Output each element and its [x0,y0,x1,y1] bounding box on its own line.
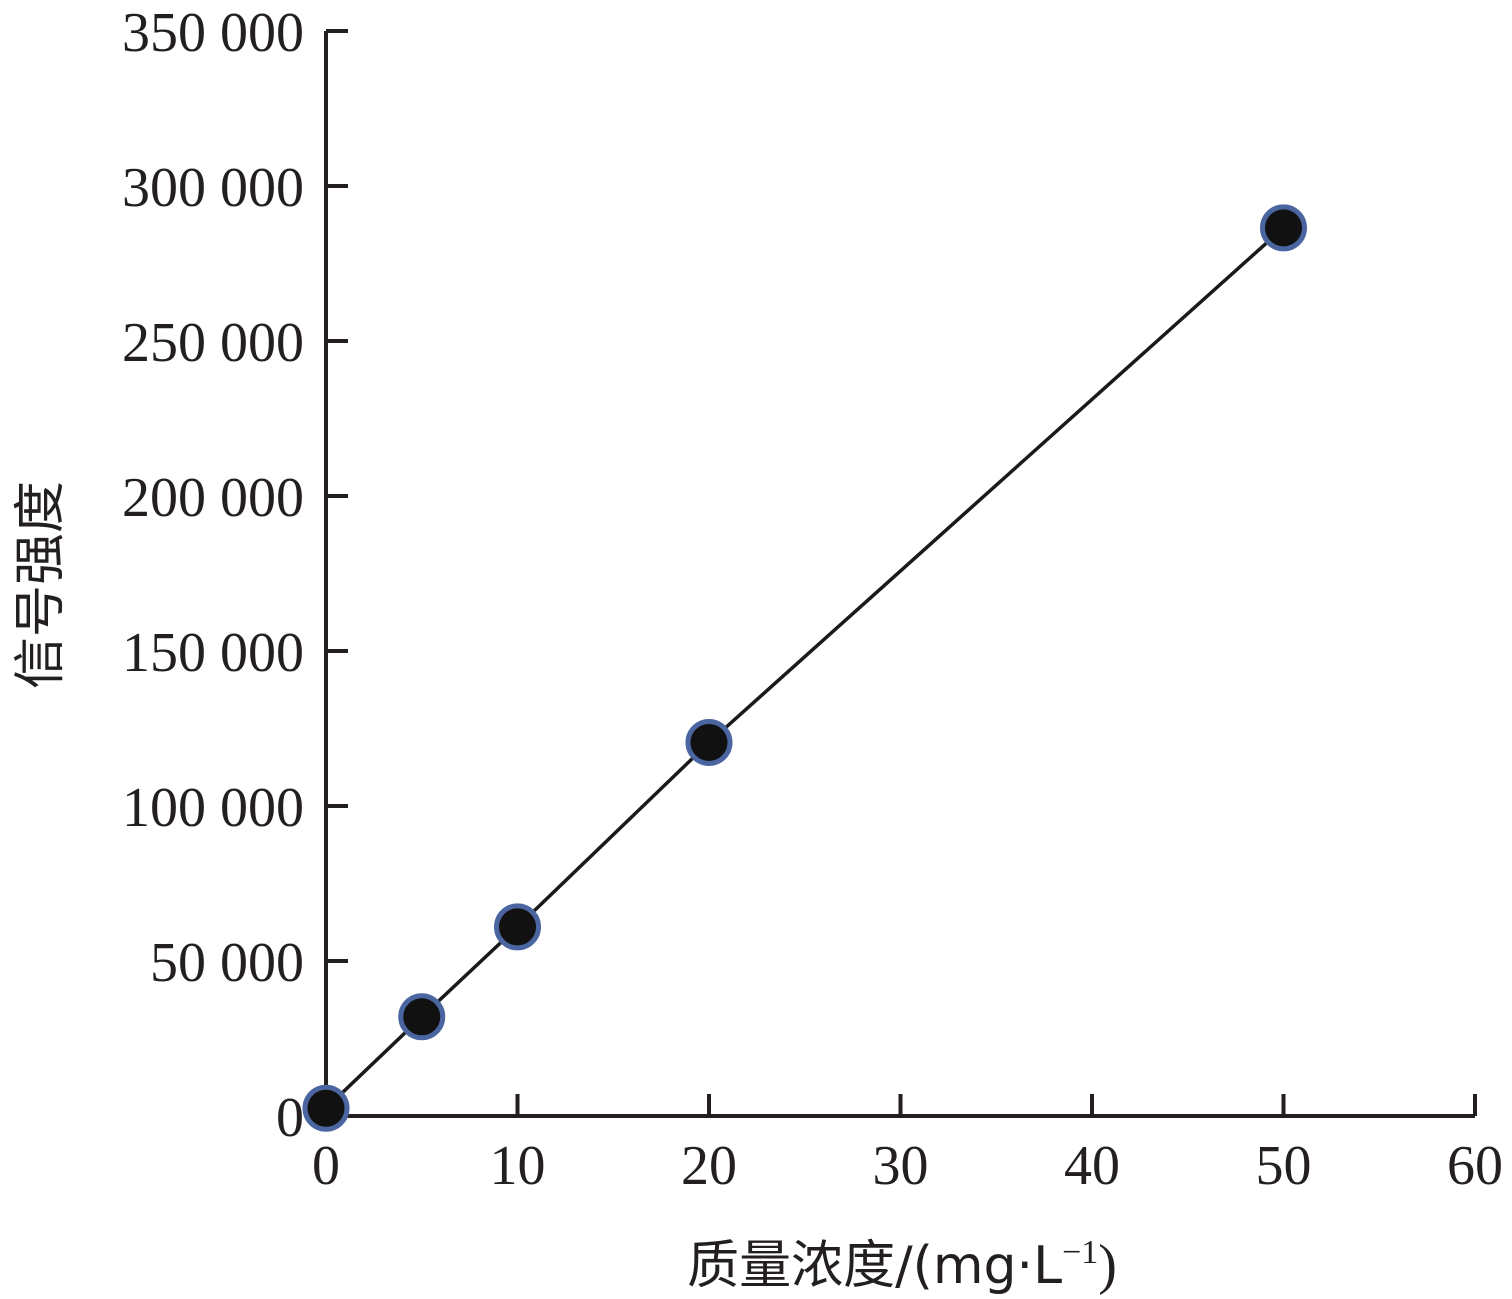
series-line [324,226,1285,1110]
y-tick-label: 150 000 [122,622,304,684]
y-tick-label: 300 000 [122,157,304,219]
x-tick-label: 0 [312,1135,340,1197]
data-point [302,1084,350,1132]
y-tick-label: 50 000 [150,932,304,994]
y-tick-label: 200 000 [122,467,304,529]
x-tick-label: 10 [490,1135,546,1197]
x-tick-label: 50 [1256,1135,1312,1197]
y-tick-label: 250 000 [122,312,304,374]
x-axis-title-exponent: −1 [1062,1234,1098,1271]
y-tick-label: 100 000 [122,777,304,839]
x-tick-label: 60 [1447,1135,1503,1197]
series-group [324,226,1285,1110]
markers-group [302,204,1307,1132]
x-axis-title-suffix: ) [1098,1234,1117,1296]
data-point [685,718,733,766]
x-axis-title-main: 质量浓度/(mg·L [687,1236,1062,1296]
y-tick-label: 0 [276,1087,304,1149]
x-tick-label: 20 [681,1135,737,1197]
data-point [494,903,541,951]
x-axis-title: 质量浓度/(mg·L−1) [687,1234,1117,1296]
axes: 0 50 000 100 000 150 000 200 000 250 000 300 0… [122,2,1503,1197]
x-tick-label: 30 [873,1135,929,1197]
x-tick-label: 40 [1064,1135,1120,1197]
data-point [398,993,446,1041]
y-tick-label: 350 000 [122,2,304,64]
data-point [1260,204,1307,252]
y-axis-title: 信号强度 [11,481,71,689]
